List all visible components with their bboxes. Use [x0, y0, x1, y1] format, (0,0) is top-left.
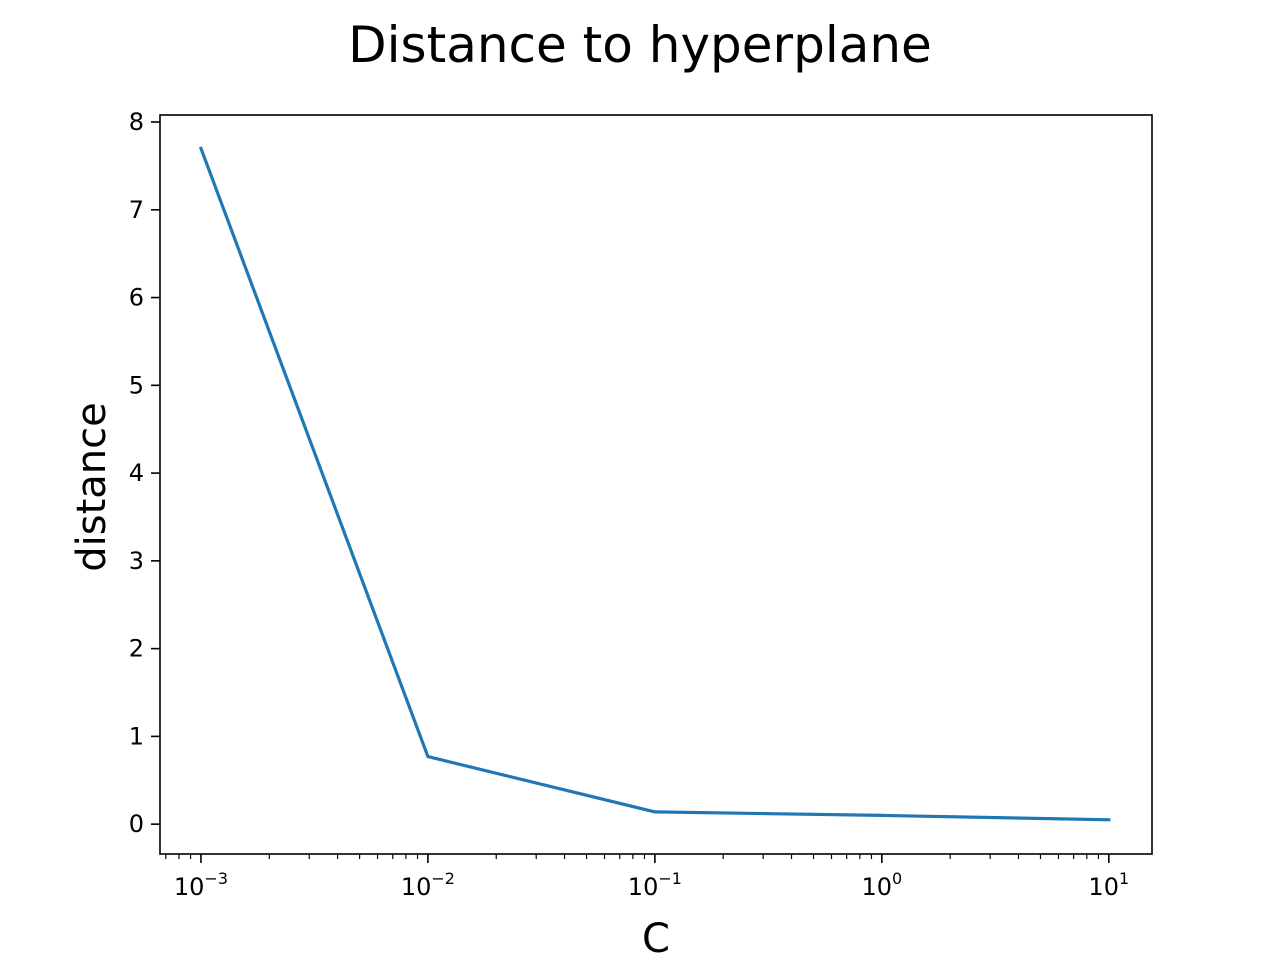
- plot-area: [160, 115, 1152, 854]
- chart-title: Distance to hyperplane: [348, 16, 932, 74]
- x-tick-base: 10: [1088, 873, 1119, 901]
- x-tick-base: 10: [628, 873, 659, 901]
- series-line: [198, 146, 1111, 822]
- x-tick-label: 10−3: [174, 869, 228, 901]
- y-tick-label: 8: [129, 108, 144, 136]
- x-tick-exponent: −2: [431, 869, 455, 888]
- plot-background: [160, 115, 1152, 854]
- y-tick-label: 3: [129, 547, 144, 575]
- y-axis-ticks: 0 1 2 3 4 5 6 7 8: [129, 108, 160, 838]
- plot-frame: [159, 114, 1153, 855]
- y-tick-label: 0: [129, 810, 144, 838]
- x-tick-base: 10: [861, 873, 892, 901]
- x-tick-label: 101: [1088, 869, 1129, 901]
- x-axis-minor-ticks: [165, 854, 1100, 859]
- x-tick-exponent: 1: [1119, 869, 1129, 888]
- x-axis-ticks: 10−3 10−2 10−1 100 101: [174, 854, 1129, 901]
- x-tick-exponent: −1: [658, 869, 682, 888]
- x-tick-base: 10: [401, 873, 432, 901]
- y-tick-label: 2: [129, 635, 144, 663]
- x-tick-exponent: 0: [892, 869, 902, 888]
- y-tick-label: 7: [129, 196, 144, 224]
- x-tick-label: 10−1: [628, 869, 682, 901]
- x-axis-label: C: [642, 916, 670, 960]
- x-tick-label: 10−2: [401, 869, 455, 901]
- y-tick-label: 6: [129, 284, 144, 312]
- y-tick-label: 4: [129, 459, 144, 487]
- y-tick-label: 5: [129, 371, 144, 399]
- x-tick-exponent: −3: [204, 869, 228, 888]
- y-tick-label: 1: [129, 722, 144, 750]
- x-tick-label: 100: [861, 869, 902, 901]
- y-axis-label: distance: [69, 402, 115, 572]
- x-tick-base: 10: [174, 873, 205, 901]
